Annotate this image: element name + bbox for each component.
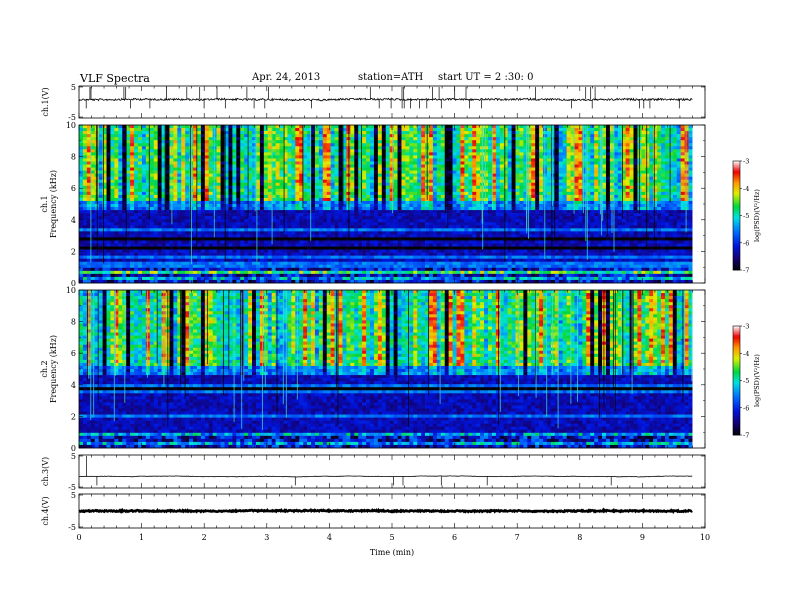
y-tick-label: 5 [71,452,76,461]
ch1-waveform-frame [78,85,706,119]
x-tick-label: 6 [452,533,457,542]
ch3-waveform-trace [78,456,693,486]
y-tick-label: 10 [66,121,76,130]
y-tick-label: 5 [71,491,76,500]
y-tick-label: -5 [68,483,76,492]
plot-title: VLF Spectra [80,72,150,85]
colorbar-tick-label: -6 [743,404,749,412]
colorbar-tick-label: -3 [743,158,749,166]
x-tick-label: 1 [139,533,144,542]
x-tick-label: 2 [202,533,207,542]
ch1-spectrogram-image [79,125,705,284]
y-tick-label: 0 [71,444,76,453]
x-tick-label: 5 [389,533,394,542]
y-tick-label: 0 [71,279,76,288]
x-tick-label: 7 [515,533,520,542]
ch3-waveform-frame [78,454,706,489]
station-label: station=ATH [358,72,424,83]
x-tick-label: 9 [640,533,645,542]
y-tick-label: 6 [71,349,76,358]
date-label: Apr. 24, 2013 [252,72,321,83]
y-tick-label: 6 [71,184,76,193]
y-axis-label: ch.1(V) [41,87,50,116]
colorbar-tick-label: -4 [743,185,749,193]
x-axis-label: Time (min) [370,548,414,557]
x-tick-label: 8 [577,533,582,542]
y-tick-label: 4 [71,381,76,390]
y-tick-label: 10 [66,286,76,295]
y-axis-label: ch.1 [40,195,49,212]
colorbar-tick-label: -7 [743,267,749,275]
y-tick-label: 4 [71,216,76,225]
ch2-spectrogram-image [79,290,705,449]
y-tick-label: 2 [71,247,76,256]
ch4-waveform-trace [78,507,693,515]
ch2-spectrogram-frame [78,289,706,449]
start-time-label: start UT = 2 :30: 0 [438,72,534,83]
x-tick-label: 10 [700,533,710,542]
x-tick-label: 0 [76,533,81,542]
ch1-spectrogram-frame [78,124,706,284]
y-axis-label: ch.2 [40,360,49,377]
x-tick-label: 3 [264,533,269,542]
y-tick-label: 5 [71,83,76,92]
x-tick-label: 4 [327,533,332,542]
y-axis-label: ch.4(V) [41,496,50,525]
y-tick-label: -5 [68,113,76,122]
colorbar-tick-label: -6 [743,239,749,247]
ch4-waveform-frame [78,493,706,529]
colorbar-label: log(PSD)(V²/Hz) [753,354,761,407]
colorbar-tick-label: -5 [743,212,749,220]
colorbar-tick-label: -4 [743,350,749,358]
y-tick-label: 8 [71,318,76,327]
y-tick-label: 2 [71,412,76,421]
colorbar-label: log(PSD)(V²/Hz) [753,189,761,242]
ch1-waveform-trace [78,87,693,109]
y-axis-label: Frequency (kHz) [49,335,58,403]
y-axis-label: ch.3(V) [41,457,50,486]
colorbar-tick-label: -5 [743,377,749,385]
y-tick-label: -5 [68,523,76,532]
ch1-spectrogram-colorbar [732,160,742,271]
y-axis-label: Frequency (kHz) [49,170,58,238]
colorbar-tick-label: -3 [743,323,749,331]
colorbar-tick-label: -7 [743,432,749,440]
ch2-spectrogram-colorbar [732,325,742,436]
y-tick-label: 8 [71,153,76,162]
